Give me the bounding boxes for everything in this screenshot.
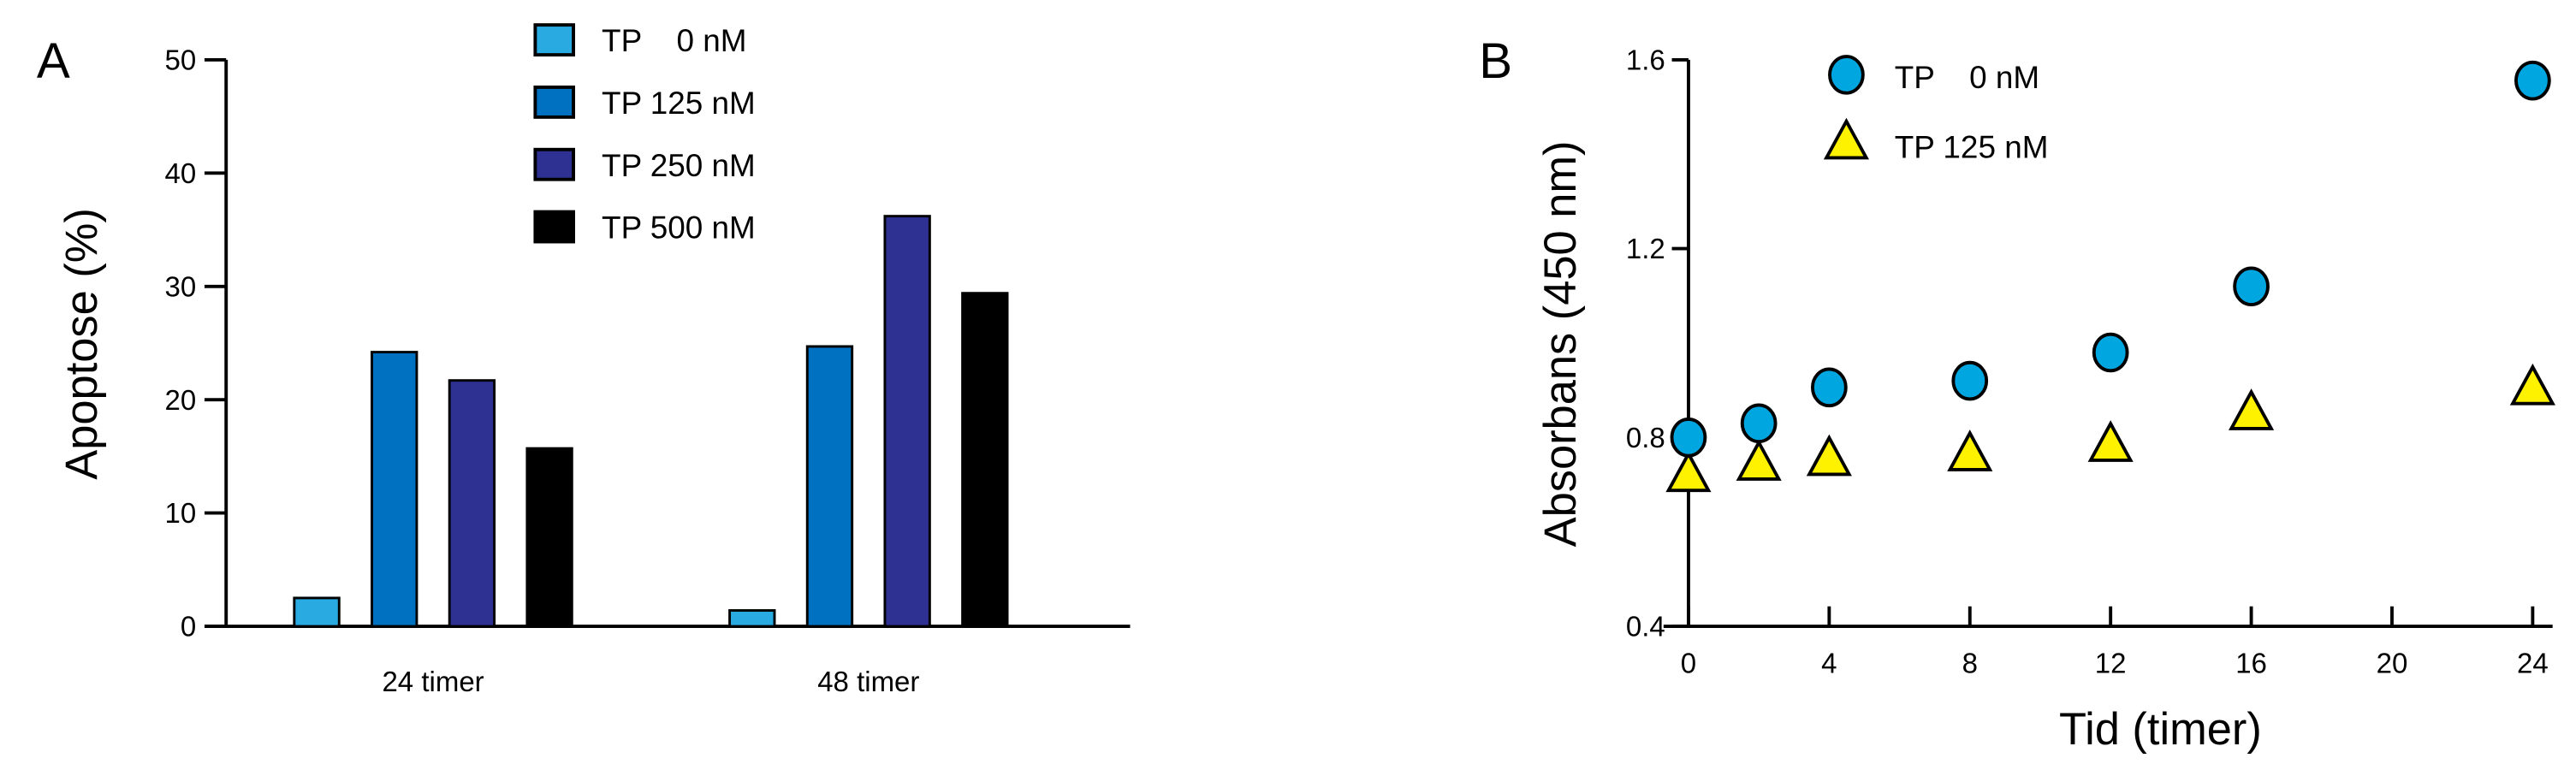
circle-point [2092, 332, 2129, 373]
circle-point [2514, 60, 2551, 101]
legend-swatch [533, 86, 575, 119]
bar [371, 351, 418, 628]
y-tick-label: 0.8 [1626, 422, 1665, 453]
panel-a-label: A [37, 33, 70, 89]
legend-swatch [533, 23, 575, 57]
y-tick-label: 1.6 [1626, 44, 1665, 76]
circle-point [1951, 360, 1989, 401]
y-tick-label: 50 [165, 44, 197, 76]
y-tick-label: 20 [165, 384, 197, 416]
x-tick-label: 24 timer [382, 666, 484, 697]
panel-b-x-axis-label: Tid (timer) [2059, 705, 2262, 755]
triangle-point [1806, 434, 1852, 477]
x-tick-label: 16 [2235, 647, 2267, 678]
legend-triangle-icon [1823, 117, 1869, 160]
legend-label: TP 125 nM [602, 86, 756, 121]
triangle-point [2087, 420, 2134, 462]
circle-point [1811, 367, 1848, 408]
legend-circle-icon [1828, 55, 1865, 95]
triangle-point [1665, 450, 1712, 493]
x-tick-label: 24 [2517, 647, 2549, 678]
panel-b-label: B [1479, 33, 1512, 89]
legend-label: TP 0 nM [1895, 60, 2039, 95]
triangle-point [2509, 363, 2555, 406]
triangle-point [1947, 429, 1993, 471]
x-tick-label: 12 [2095, 647, 2127, 678]
x-tick-label: 4 [1821, 647, 1837, 678]
y-tick-label: 10 [165, 497, 197, 529]
x-tick-label: 8 [1962, 647, 1978, 678]
legend-swatch [533, 147, 575, 181]
legend-label: TP 0 nM [602, 23, 746, 58]
triangle-point [1736, 439, 1782, 481]
bar [525, 447, 573, 628]
y-tick-label: 40 [165, 157, 197, 189]
y-tick-label: 0 [181, 611, 196, 643]
bar [448, 379, 496, 628]
panel-a-bar-chart: A Apoptose (%) 0 10 20 30 40 50 24 timer 48 tim… [37, 23, 1131, 697]
legend-label: TP 250 nM [602, 148, 756, 183]
bar [728, 609, 776, 628]
circle-point [1740, 403, 1778, 444]
legend-label: TP 500 nM [602, 210, 756, 246]
triangle-point [2228, 388, 2275, 430]
legend-label: TP 125 nM [1895, 129, 2049, 164]
panel-a-y-axis-label: Apoptose (%) [57, 208, 107, 480]
y-tick-label: 30 [165, 270, 197, 302]
legend-swatch [533, 210, 575, 244]
x-tick-label: 0 [1681, 647, 1696, 678]
bar [961, 292, 1009, 628]
bar [805, 345, 854, 628]
bar [883, 215, 931, 628]
y-tick-label: 1.2 [1626, 233, 1665, 264]
x-tick-label: 20 [2377, 647, 2408, 678]
circle-point [1670, 418, 1707, 458]
y-tick-label: 0.4 [1626, 611, 1665, 643]
panel-b-y-axis-label: Absorbans (450 nm) [1536, 141, 1586, 548]
circle-point [2233, 266, 2270, 307]
x-tick-label: 48 timer [817, 666, 919, 697]
bar [293, 596, 341, 628]
panel-b-scatter-chart: B Absorbans (450 nm) Tid (timer) 0.4 0.8 1… [1479, 33, 2555, 755]
